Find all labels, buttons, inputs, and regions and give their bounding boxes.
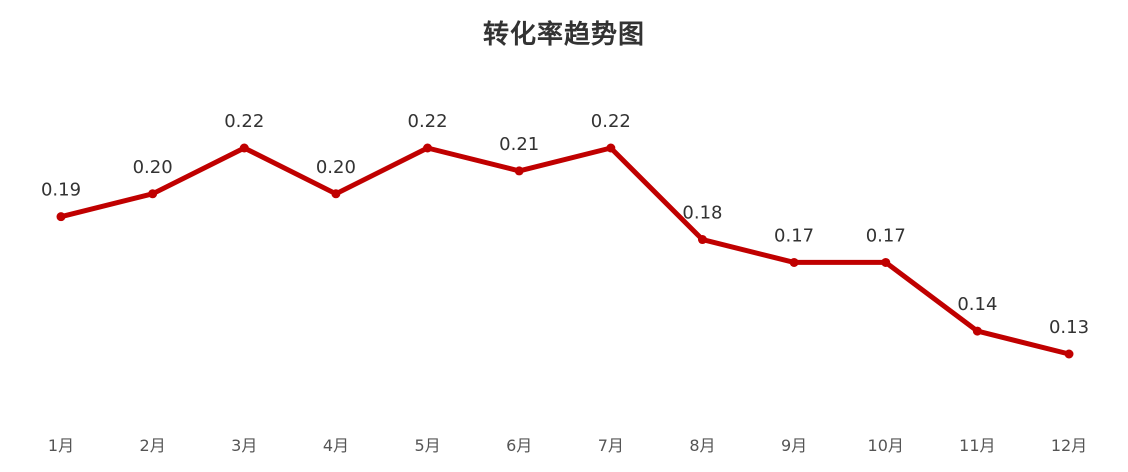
data-label: 0.18: [682, 203, 722, 224]
data-point[interactable]: [148, 189, 158, 199]
series-line: [58, 145, 1072, 357]
data-point[interactable]: [606, 143, 616, 153]
data-point[interactable]: [972, 326, 982, 336]
data-point[interactable]: [1064, 349, 1074, 359]
data-point[interactable]: [423, 143, 433, 153]
x-tick-label: 4月: [323, 436, 349, 455]
plot-area: 0.19 0.20 0.22 0.20 0.22 0.21 0.22 0.18 0.17 0.17…: [41, 111, 1089, 359]
data-point[interactable]: [239, 143, 249, 153]
data-point[interactable]: [789, 257, 799, 267]
x-tick-label: 8月: [689, 436, 715, 455]
data-label: 0.14: [957, 294, 997, 315]
data-label: 0.20: [316, 157, 356, 178]
x-tick-label: 5月: [414, 436, 440, 455]
data-label: 0.13: [1049, 317, 1089, 338]
x-tick-label: 2月: [140, 436, 166, 455]
x-tick-label: 1月: [48, 436, 74, 455]
data-label: 0.19: [41, 180, 81, 201]
data-label: 0.22: [408, 111, 448, 132]
data-label: 0.17: [774, 225, 814, 246]
data-point[interactable]: [331, 189, 341, 199]
x-tick-label: 12月: [1051, 436, 1087, 455]
data-label: 0.20: [133, 157, 173, 178]
data-point[interactable]: [56, 212, 66, 222]
x-tick-label: 6月: [506, 436, 532, 455]
chart-title: 转化率趋势图: [482, 20, 645, 50]
data-label: 0.22: [591, 111, 631, 132]
x-tick-label: 9月: [781, 436, 807, 455]
data-point[interactable]: [881, 257, 891, 267]
x-tick-label: 11月: [959, 436, 995, 455]
data-label: 0.17: [866, 225, 906, 246]
x-tick-label: 10月: [868, 436, 904, 455]
x-tick-label: 7月: [598, 436, 624, 455]
x-tick-label: 3月: [231, 436, 257, 455]
data-label: 0.22: [224, 111, 264, 132]
data-point[interactable]: [697, 235, 707, 245]
x-axis-tick-labels: 1月 2月 3月 4月 5月 6月 7月 8月 9月 10月 11月 12月: [48, 436, 1087, 455]
data-point[interactable]: [514, 166, 524, 176]
data-label: 0.21: [499, 134, 539, 155]
